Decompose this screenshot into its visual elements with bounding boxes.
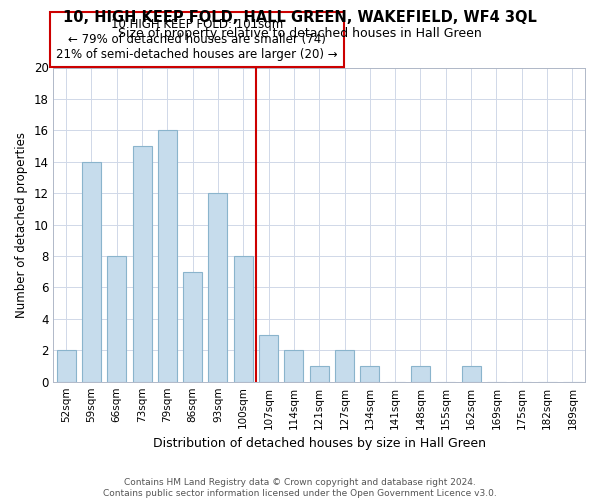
Bar: [56, 350, 76, 382]
Bar: [259, 334, 278, 382]
Bar: [284, 350, 304, 382]
X-axis label: Distribution of detached houses by size in Hall Green: Distribution of detached houses by size …: [153, 437, 486, 450]
Bar: [158, 130, 177, 382]
Bar: [234, 256, 253, 382]
Bar: [310, 366, 329, 382]
Bar: [183, 272, 202, 382]
Bar: [82, 162, 101, 382]
Y-axis label: Number of detached properties: Number of detached properties: [15, 132, 28, 318]
Text: Size of property relative to detached houses in Hall Green: Size of property relative to detached ho…: [118, 28, 482, 40]
Bar: [411, 366, 430, 382]
Bar: [133, 146, 152, 382]
Text: 10, HIGH KEEP FOLD, HALL GREEN, WAKEFIELD, WF4 3QL: 10, HIGH KEEP FOLD, HALL GREEN, WAKEFIEL…: [63, 10, 537, 25]
Text: 10 HIGH KEEP FOLD: 101sqm
← 79% of detached houses are smaller (74)
21% of semi-: 10 HIGH KEEP FOLD: 101sqm ← 79% of detac…: [56, 18, 338, 61]
Bar: [335, 350, 354, 382]
Bar: [208, 193, 227, 382]
Bar: [361, 366, 379, 382]
Text: Contains HM Land Registry data © Crown copyright and database right 2024.
Contai: Contains HM Land Registry data © Crown c…: [103, 478, 497, 498]
Bar: [461, 366, 481, 382]
Bar: [107, 256, 126, 382]
